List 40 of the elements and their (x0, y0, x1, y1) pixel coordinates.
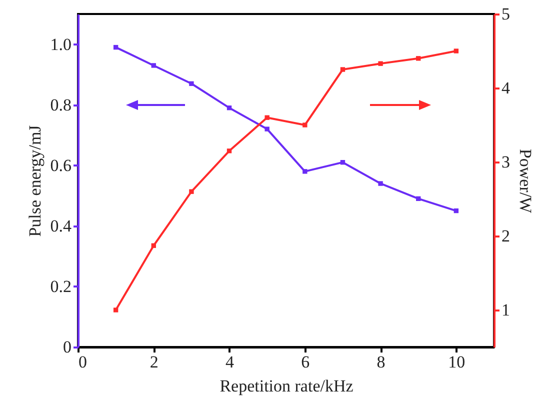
y-tick-label: 0.2 (50, 276, 72, 296)
point (340, 160, 346, 165)
point (189, 189, 194, 194)
y2-axis-title: Power/W (516, 148, 535, 214)
y2-tick-label: 2 (502, 226, 510, 246)
point (151, 63, 156, 68)
y-tick-label: 1.0 (50, 34, 72, 54)
point (302, 169, 308, 174)
y2-tick-label: 1 (502, 300, 510, 320)
point (378, 61, 383, 66)
point (226, 106, 232, 110)
point (302, 122, 308, 128)
x-tick-label: 4 (226, 352, 235, 372)
x-axis-title: Repetition rate/kHz (220, 376, 354, 396)
y-tick-label: 0.6 (50, 156, 72, 175)
point (151, 243, 156, 248)
y-axis-title: Pulse energy/mJ (25, 124, 44, 237)
y-tick-label: 0 (63, 338, 72, 356)
point (264, 115, 270, 120)
y-tick-label: 0.4 (50, 216, 72, 236)
y2-tick-label: 3 (502, 152, 510, 172)
point (454, 48, 459, 54)
y-tick-label: 0.8 (50, 95, 72, 114)
x-tick-label: 6 (301, 352, 310, 372)
y2-tick-label: 5 (502, 4, 510, 24)
point (416, 196, 421, 202)
point (378, 181, 383, 186)
point (340, 67, 346, 72)
x-tick-label: 0 (78, 352, 87, 372)
point (416, 56, 421, 61)
point (113, 308, 118, 312)
x-tick-label: 2 (150, 352, 158, 372)
point (113, 44, 118, 50)
point (454, 208, 459, 214)
y2-tick-label: 4 (502, 78, 510, 98)
x-tick-label: 8 (376, 352, 386, 372)
point (189, 81, 194, 86)
x-tick-label: 10 (448, 352, 466, 372)
point (264, 126, 270, 132)
point (226, 148, 232, 154)
